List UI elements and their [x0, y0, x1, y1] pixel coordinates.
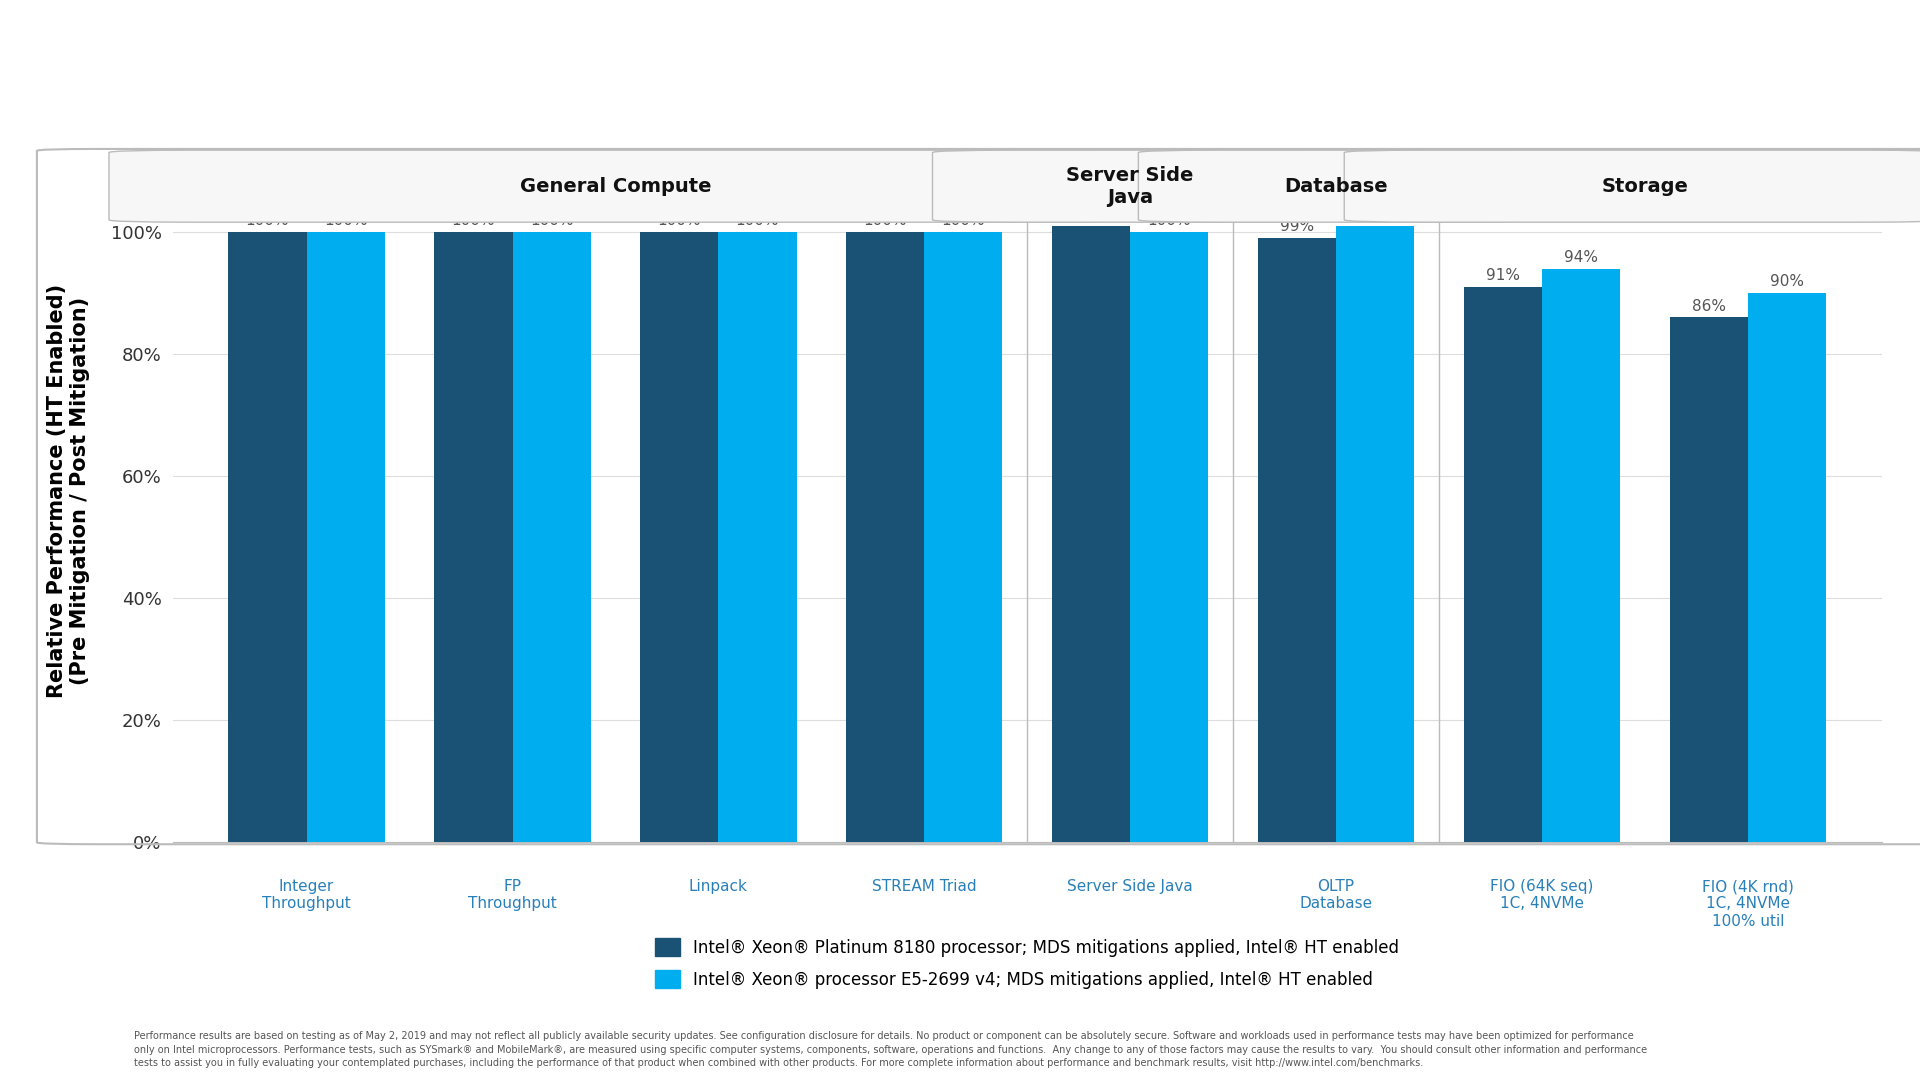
- Text: 101%: 101%: [1069, 207, 1114, 222]
- Text: Performance results are based on testing as of May 2, 2019 and may not reflect a: Performance results are based on testing…: [134, 1031, 1647, 1068]
- Text: Server Side Java: Server Side Java: [1068, 879, 1192, 894]
- Text: STREAM Triad: STREAM Triad: [872, 879, 977, 894]
- Text: 100%: 100%: [1148, 214, 1190, 228]
- Text: 100%: 100%: [941, 214, 985, 228]
- Bar: [1336, 226, 1415, 842]
- Bar: [307, 232, 384, 842]
- Text: 101%: 101%: [1354, 207, 1398, 222]
- Text: Database: Database: [1284, 177, 1388, 195]
- Bar: [1542, 269, 1620, 842]
- Text: 100%: 100%: [657, 214, 701, 228]
- Y-axis label: Relative Performance (HT Enabled)
(Pre Mitigation / Post Mitigation): Relative Performance (HT Enabled) (Pre M…: [46, 284, 90, 699]
- Text: Integer
Throughput: Integer Throughput: [263, 879, 351, 912]
- FancyBboxPatch shape: [109, 150, 1121, 222]
- Bar: [1670, 318, 1747, 842]
- Text: Server Side
Java: Server Side Java: [1066, 165, 1194, 206]
- Bar: [513, 232, 591, 842]
- Legend: Intel® Xeon® Platinum 8180 processor; MDS mitigations applied, Intel® HT enabled: Intel® Xeon® Platinum 8180 processor; MD…: [655, 937, 1400, 988]
- Text: Linpack: Linpack: [689, 879, 747, 894]
- Text: FIO (4K rnd)
1C, 4NVMe
100% util: FIO (4K rnd) 1C, 4NVMe 100% util: [1701, 879, 1793, 929]
- Text: 100%: 100%: [735, 214, 780, 228]
- Text: 100%: 100%: [864, 214, 906, 228]
- Bar: [434, 232, 513, 842]
- Text: 91%: 91%: [1486, 268, 1521, 283]
- Bar: [1131, 232, 1208, 842]
- Text: 100%: 100%: [530, 214, 574, 228]
- FancyBboxPatch shape: [1139, 150, 1534, 222]
- Text: 86%: 86%: [1692, 299, 1726, 314]
- Bar: [228, 232, 307, 842]
- Bar: [1258, 238, 1336, 842]
- Text: Storage: Storage: [1601, 177, 1688, 195]
- Bar: [924, 232, 1002, 842]
- Text: FP
Throughput: FP Throughput: [468, 879, 557, 912]
- Text: General Compute: General Compute: [520, 177, 710, 195]
- Text: 90%: 90%: [1770, 274, 1805, 289]
- Text: 100%: 100%: [246, 214, 290, 228]
- Text: 94%: 94%: [1565, 249, 1597, 265]
- Text: 99%: 99%: [1281, 219, 1313, 234]
- FancyBboxPatch shape: [933, 150, 1329, 222]
- Bar: [1463, 287, 1542, 842]
- Text: 100%: 100%: [451, 214, 495, 228]
- Bar: [639, 232, 718, 842]
- Bar: [1052, 226, 1131, 842]
- Bar: [718, 232, 797, 842]
- Text: FIO (64K seq)
1C, 4NVMe: FIO (64K seq) 1C, 4NVMe: [1490, 879, 1594, 912]
- Text: 100%: 100%: [324, 214, 367, 228]
- Text: OLTP
Database: OLTP Database: [1300, 879, 1373, 912]
- FancyBboxPatch shape: [1344, 150, 1920, 222]
- Bar: [847, 232, 924, 842]
- Bar: [1747, 293, 1826, 842]
